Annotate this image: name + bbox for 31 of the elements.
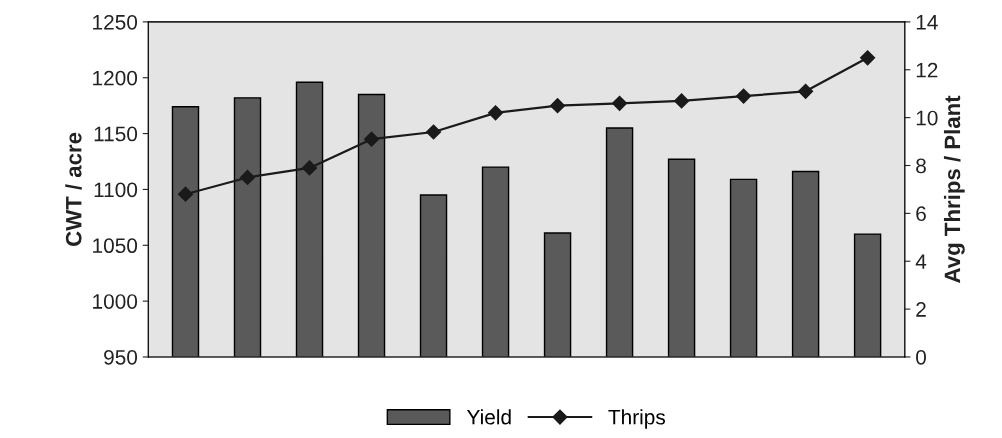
y2-tick-label: 4: [915, 254, 927, 269]
legend-label: Yield: [466, 409, 511, 425]
y2-tick-label: 0: [916, 349, 926, 365]
point: [239, 169, 256, 186]
point: [549, 98, 566, 114]
y-tick-label: 1200: [93, 70, 138, 86]
y-tick-label: 1100: [94, 182, 138, 198]
legend-label: Thrips: [608, 409, 666, 429]
point: [860, 50, 876, 66]
y-tick-label: 1150: [94, 126, 138, 142]
y-tick-label: 1000: [93, 294, 138, 309]
point: [177, 186, 194, 202]
point: [798, 83, 814, 99]
y2-tick-label: 14: [916, 15, 938, 30]
point: [674, 93, 690, 109]
point: [611, 95, 628, 111]
y2-tick-label: 10: [916, 110, 938, 126]
point: [736, 88, 752, 104]
y-tick-label: 1050: [93, 238, 138, 254]
point: [425, 124, 442, 140]
y2-tick-label: 6: [916, 206, 926, 222]
y2-tick-label: 2: [916, 302, 926, 317]
point: [487, 105, 504, 121]
y-tick-label: 1250: [93, 14, 138, 30]
y2-axis-title: Avg Thrips / Plant: [943, 95, 965, 283]
y-tick-label: 950: [104, 349, 138, 365]
point: [301, 160, 318, 176]
point: [363, 131, 380, 147]
y2-tick-label: 12: [916, 62, 938, 78]
y-axis-title: CWT / acre: [65, 132, 82, 246]
y2-tick-label: 8: [916, 158, 926, 174]
